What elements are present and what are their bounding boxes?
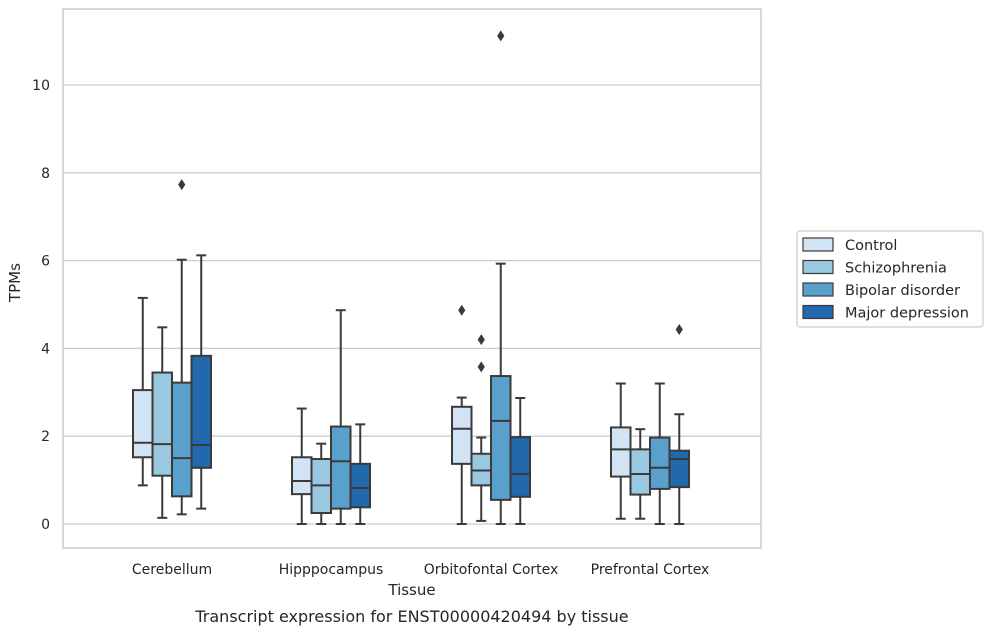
box xyxy=(668,324,690,525)
box xyxy=(509,397,531,525)
x-axis-ticks: Cerebellum Hipppocampus Orbitofontal Corte… xyxy=(132,562,709,578)
y-tick-label: 8 xyxy=(41,166,50,182)
box-iqr xyxy=(330,425,352,510)
legend-label: Schizophrenia xyxy=(845,261,947,277)
box-iqr xyxy=(610,426,632,478)
series-schizophrenia xyxy=(151,326,651,525)
x-tick-label: Orbitofontal Cortex xyxy=(424,562,559,578)
y-tick-label: 0 xyxy=(41,517,50,533)
y-axis-ticks: 0 2 4 6 8 10 xyxy=(32,78,50,533)
box xyxy=(132,296,154,487)
box xyxy=(451,304,473,525)
outlier-point xyxy=(477,361,485,373)
box-iqr xyxy=(629,448,651,496)
box-iqr xyxy=(349,462,371,509)
box-iqr xyxy=(171,381,193,498)
box xyxy=(490,30,512,525)
box-iqr xyxy=(132,389,154,459)
box-iqr xyxy=(509,436,531,498)
box xyxy=(151,326,173,519)
x-tick-label: Prefrontal Cortex xyxy=(591,562,710,578)
legend: Control Schizophrenia Bipolar disorder Majo… xyxy=(796,230,984,328)
y-tick-label: 2 xyxy=(41,429,50,445)
box xyxy=(649,382,671,525)
box-iqr xyxy=(151,371,173,477)
x-axis-label: Tissue xyxy=(387,581,435,599)
box-iqr xyxy=(490,375,512,501)
outlier-point xyxy=(458,304,466,316)
legend-swatch xyxy=(802,304,834,320)
legend-item: Bipolar disorder xyxy=(802,282,960,299)
box xyxy=(610,382,632,520)
legend-label: Bipolar disorder xyxy=(845,283,960,299)
outlier-point xyxy=(178,179,186,191)
x-tick-label: Cerebellum xyxy=(132,562,212,578)
legend-swatch xyxy=(802,259,834,275)
plot-frame xyxy=(62,8,762,549)
legend-swatch xyxy=(802,237,834,252)
outlier-point xyxy=(675,324,683,336)
legend-swatch xyxy=(802,282,834,297)
outlier-point xyxy=(477,334,485,346)
y-tick-label: 10 xyxy=(32,78,50,94)
legend-item: Major depression xyxy=(802,304,969,322)
box-iqr xyxy=(291,456,313,496)
y-axis-label: TPMs xyxy=(6,263,24,303)
box-iqr xyxy=(190,354,212,469)
y-tick-label: 6 xyxy=(41,254,50,270)
series-major-depression xyxy=(190,254,690,525)
box-iqr xyxy=(649,436,671,490)
box xyxy=(310,442,332,525)
legend-frame xyxy=(796,230,984,328)
x-tick-label: Hipppocampus xyxy=(279,562,384,578)
box xyxy=(190,254,212,510)
chart-caption: Transcript expression for ENST0000042049… xyxy=(194,607,628,626)
box xyxy=(629,428,651,520)
legend-item: Control xyxy=(802,237,897,254)
box-plot-groups xyxy=(132,30,690,525)
legend-label: Major depression xyxy=(845,306,969,322)
box-iqr xyxy=(668,449,690,489)
box xyxy=(349,423,371,525)
box xyxy=(291,407,313,525)
box xyxy=(171,179,193,516)
box xyxy=(330,309,352,525)
y-tick-label: 4 xyxy=(41,341,50,357)
legend-label: Control xyxy=(845,238,897,254)
outlier-point xyxy=(497,30,505,42)
box xyxy=(470,334,492,522)
box-iqr xyxy=(451,405,473,465)
series-bipolar-disorder xyxy=(171,30,671,525)
legend-item: Schizophrenia xyxy=(802,259,947,277)
